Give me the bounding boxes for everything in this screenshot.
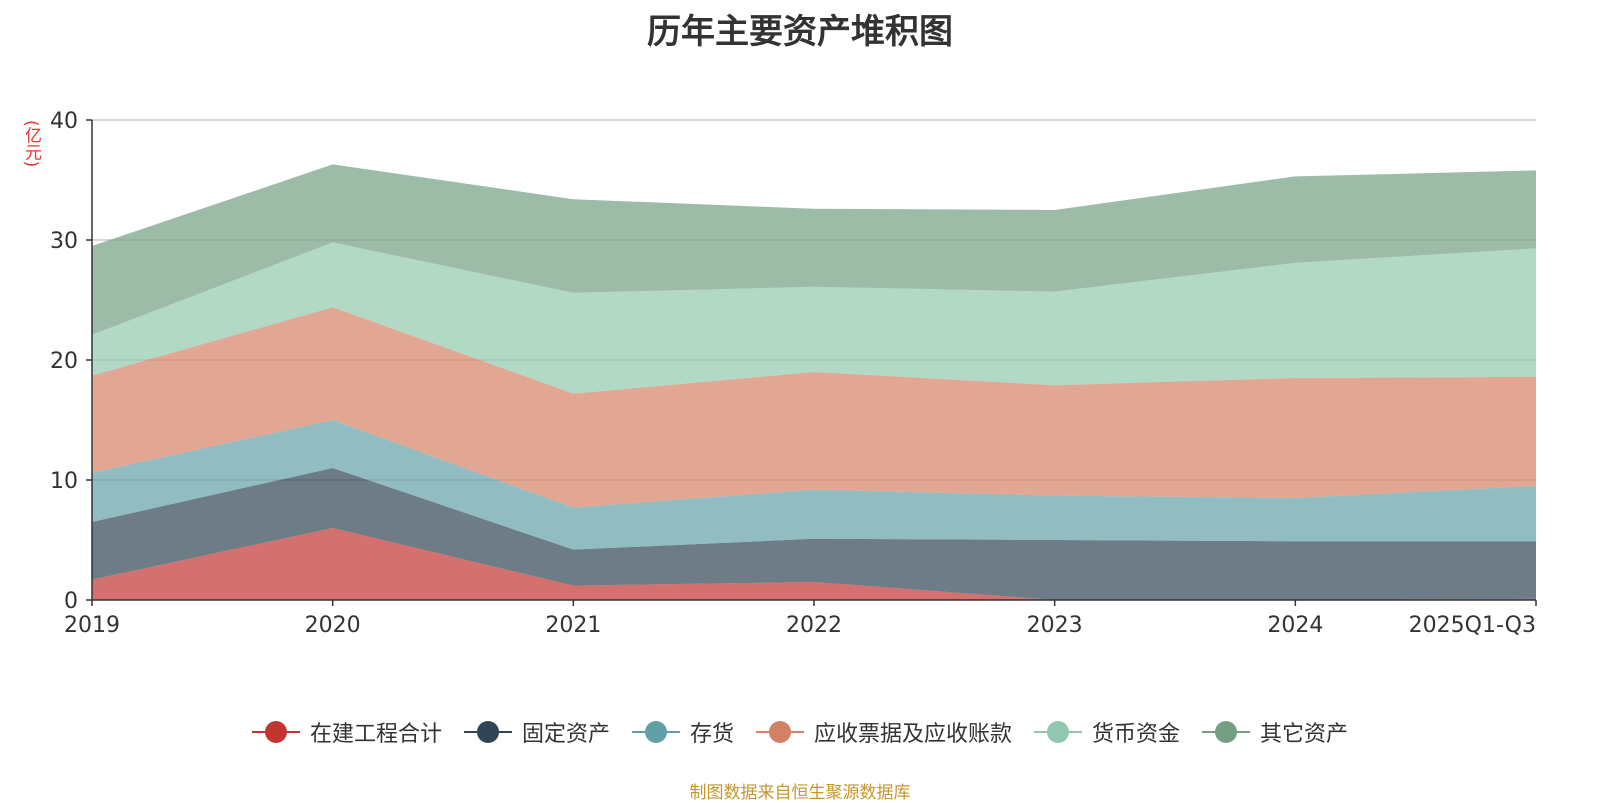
legend-label: 在建工程合计 xyxy=(309,722,442,747)
data-source-note: 制图数据来自恒生聚源数据库 xyxy=(689,783,911,803)
x-tick-label-6: 2025Q1-Q3 xyxy=(1409,613,1536,638)
legend-marker xyxy=(756,720,804,744)
area-series-4 xyxy=(92,242,1536,394)
stacked-area-chart: 0 10 20 30 40 2019 2020 2021 2022 2023 2024 2025Q1-… xyxy=(50,109,1537,638)
legend-item-2[interactable]: 存货 xyxy=(631,716,734,748)
y-tick-label-1: 10 xyxy=(50,469,78,494)
y-tick-label-3: 30 xyxy=(50,229,78,254)
x-tick-label-2: 2021 xyxy=(545,613,601,638)
legend-item-3[interactable]: 应收票据及应收账款 xyxy=(756,716,1012,748)
legend-marker xyxy=(631,720,680,744)
axes xyxy=(86,119,1537,606)
legend-marker xyxy=(463,720,512,744)
legend-label: 存货 xyxy=(689,722,734,747)
legend-label: 货币资金 xyxy=(1092,722,1181,747)
legend-item-0[interactable]: 在建工程合计 xyxy=(251,716,442,748)
legend-label: 固定资产 xyxy=(521,722,610,747)
x-tick-label-4: 2023 xyxy=(1027,613,1083,638)
legend-label: 应收票据及应收账款 xyxy=(814,722,1013,747)
y-tick-label-0: 0 xyxy=(64,589,78,614)
legend-marker xyxy=(1034,720,1083,744)
area-series-0 xyxy=(92,528,1536,600)
y-tick-label-4: 40 xyxy=(50,109,78,134)
area-series xyxy=(92,164,1536,600)
y-tick-label-2: 20 xyxy=(50,349,78,374)
x-tick-label-5: 2024 xyxy=(1267,613,1323,638)
legend-item-4[interactable]: 货币资金 xyxy=(1034,716,1180,748)
x-tick-label-0: 2019 xyxy=(64,613,120,638)
area-series-1 xyxy=(92,468,1536,600)
legend-label: 其它资产 xyxy=(1260,722,1349,747)
chart-title: 历年主要资产堆积图 xyxy=(647,12,953,52)
legend-marker xyxy=(1202,720,1251,744)
legend: 在建工程合计 固定资产 存货 应收票据及应收账款 货币资金 其它资产 xyxy=(0,716,1600,748)
legend-item-5[interactable]: 其它资产 xyxy=(1202,716,1348,748)
area-series-5 xyxy=(92,164,1536,335)
area-series-3 xyxy=(92,307,1536,508)
area-series-2 xyxy=(92,420,1536,550)
tick-labels: 0 10 20 30 40 2019 2020 2021 2022 2023 2024 2025Q1-… xyxy=(50,109,1536,638)
x-tick-label-1: 2020 xyxy=(305,613,361,638)
legend-item-1[interactable]: 固定资产 xyxy=(463,716,610,748)
y-axis-unit-label: (亿元) xyxy=(21,120,41,168)
legend-marker xyxy=(251,720,300,744)
x-tick-label-3: 2022 xyxy=(786,613,842,638)
